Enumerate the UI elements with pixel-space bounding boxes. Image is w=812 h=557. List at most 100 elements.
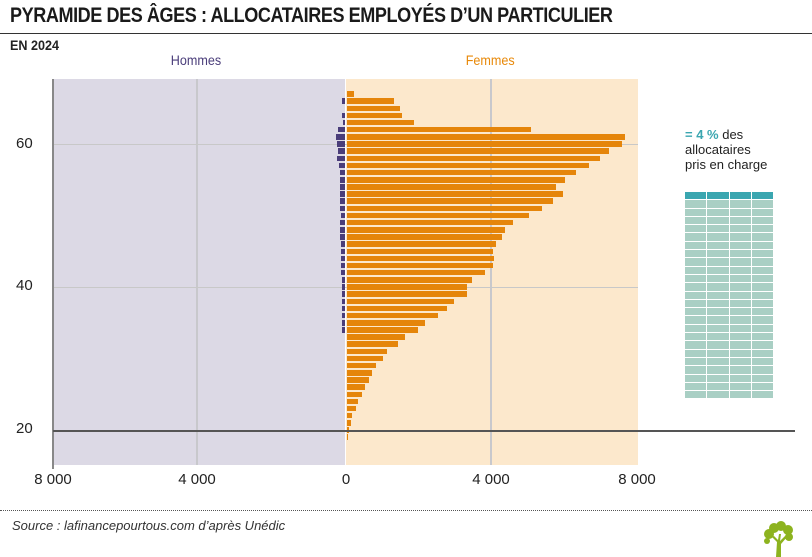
bar-women-age-29 xyxy=(347,362,377,369)
pictogram-cell xyxy=(685,216,707,225)
bar-women-age-40 xyxy=(347,284,468,290)
pictogram-cell xyxy=(729,308,751,316)
pictogram-cell xyxy=(685,299,707,308)
pictogram-cell xyxy=(751,200,773,208)
pictogram-cell xyxy=(751,283,773,291)
x-tick-men-4000: 4 000 xyxy=(178,471,216,488)
pictogram-cell-highlighted xyxy=(729,192,751,200)
pictogram-cell xyxy=(751,274,773,283)
bar-women-age-41 xyxy=(347,277,473,283)
bar-women-age-54 xyxy=(347,184,557,190)
chart-title: PYRAMIDE DES ÂGES : ALLOCATAIRES EMPLOYÉ… xyxy=(10,4,613,27)
y-tick-20: 20 xyxy=(16,420,33,437)
x-tick-men-8000: 8 000 xyxy=(34,471,72,488)
pictogram-cell xyxy=(685,266,707,274)
pictogram-cell xyxy=(685,366,707,374)
bar-women-age-28 xyxy=(347,370,373,376)
bar-women-age-38 xyxy=(347,298,455,305)
gridline-y-60 xyxy=(53,144,638,145)
bar-men-age-66 xyxy=(342,98,345,104)
bar-women-age-32 xyxy=(347,341,398,347)
women-label: Femmes xyxy=(465,52,515,68)
bar-women-age-39 xyxy=(347,291,468,297)
bar-women-age-31 xyxy=(347,348,387,355)
bar-women-age-27 xyxy=(347,377,369,383)
pictogram-cell xyxy=(751,250,773,258)
pictogram-cell xyxy=(685,241,707,250)
pictogram-cell xyxy=(751,316,773,324)
pictogram-cell xyxy=(685,274,707,283)
bar-women-age-37 xyxy=(347,305,448,312)
bar-men-age-52 xyxy=(339,198,345,204)
title-divider xyxy=(0,33,812,34)
bar-women-age-19 xyxy=(347,434,348,440)
pictogram-cell xyxy=(685,225,707,233)
pictogram-cell-highlighted xyxy=(707,192,729,200)
pictogram-cell xyxy=(729,333,751,341)
x-tick-women-4000: 4 000 xyxy=(472,471,510,488)
pictogram-cell xyxy=(707,266,729,274)
pictogram-cell xyxy=(707,291,729,299)
pictogram-cell xyxy=(685,283,707,291)
pictogram-cell xyxy=(729,258,751,266)
bar-women-age-21 xyxy=(347,420,351,426)
pictogram-cell xyxy=(685,258,707,266)
bar-women-age-30 xyxy=(347,355,384,362)
pictogram-cell xyxy=(707,341,729,349)
pictogram-cell-highlighted xyxy=(685,192,707,200)
bar-women-age-65 xyxy=(347,105,400,111)
pictogram-cell xyxy=(751,233,773,241)
pictogram-cell xyxy=(685,316,707,324)
bar-men-age-36 xyxy=(342,312,345,319)
bar-men-age-47 xyxy=(340,234,345,240)
bar-men-age-50 xyxy=(340,212,345,219)
bar-men-age-38 xyxy=(342,298,345,305)
pictogram-legend: = 4 % des allocataires pris en charge xyxy=(685,127,767,172)
pictogram-cell xyxy=(729,341,751,349)
pictogram-grid xyxy=(685,192,773,399)
pictogram-cell xyxy=(685,233,707,241)
bar-men-age-44 xyxy=(340,255,345,262)
pictogram-cell xyxy=(729,241,751,250)
bar-women-age-24 xyxy=(347,398,358,405)
bar-men-age-39 xyxy=(341,291,345,297)
bar-men-age-41 xyxy=(341,277,345,283)
bar-women-age-56 xyxy=(347,169,577,176)
pictogram-cell xyxy=(707,349,729,357)
bar-women-age-34 xyxy=(347,327,418,333)
pictogram-cell xyxy=(707,391,729,399)
bar-men-age-62 xyxy=(337,126,345,133)
bar-men-age-51 xyxy=(340,205,345,212)
pictogram-cell xyxy=(751,374,773,382)
bar-men-age-53 xyxy=(339,191,345,197)
bar-men-age-37 xyxy=(342,305,345,312)
bar-women-age-59 xyxy=(347,148,609,154)
pictogram-cell xyxy=(729,357,751,366)
bar-women-age-45 xyxy=(347,248,493,254)
pictogram-cell xyxy=(729,366,751,374)
pictogram-cell xyxy=(707,374,729,382)
bar-men-age-54 xyxy=(339,184,345,190)
pictogram-cell xyxy=(751,382,773,391)
bar-women-age-67 xyxy=(347,91,355,97)
bar-men-age-60 xyxy=(336,141,345,147)
pictogram-cell xyxy=(707,283,729,291)
pictogram-cell xyxy=(707,225,729,233)
bar-women-age-44 xyxy=(347,255,495,262)
pictogram-cell xyxy=(707,241,729,250)
bar-women-age-51 xyxy=(347,205,542,212)
pictogram-cell xyxy=(729,274,751,283)
pictogram-cell xyxy=(729,391,751,399)
pictogram-cell xyxy=(729,208,751,216)
bar-women-age-35 xyxy=(347,320,426,326)
pictogram-cell xyxy=(729,216,751,225)
bar-men-age-58 xyxy=(336,155,345,162)
pictogram-cell xyxy=(729,316,751,324)
pictogram-cell xyxy=(685,341,707,349)
pictogram-cell xyxy=(729,225,751,233)
bar-men-age-56 xyxy=(339,169,345,176)
bar-women-age-36 xyxy=(347,312,438,319)
bar-women-age-50 xyxy=(347,212,529,219)
pictogram-cell xyxy=(729,382,751,391)
pictogram-cell xyxy=(707,274,729,283)
